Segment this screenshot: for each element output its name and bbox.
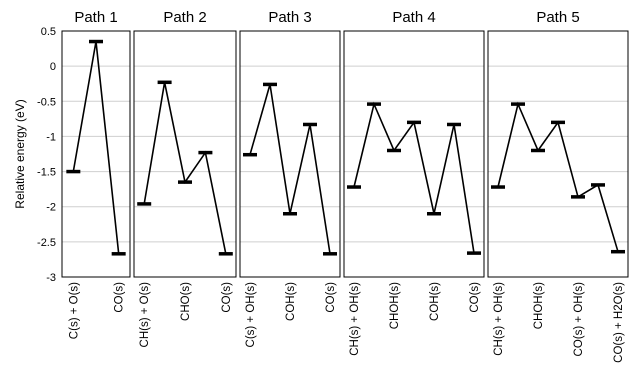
y-tick-label: 0.5	[41, 26, 56, 38]
x-category-label: CHO(s)	[180, 282, 192, 321]
x-category-label: C(s) + OH(s)	[245, 282, 257, 348]
y-tick-label: 0	[50, 61, 56, 73]
energy-path-line	[353, 101, 475, 254]
y-tick-label: -2.5	[37, 237, 56, 249]
energy-path-line	[249, 84, 331, 254]
x-category-label: CHOH(s)	[533, 282, 545, 329]
panel-path-2: Path 2 CH(s) + O(s) CHO(s) CO(s)	[133, 9, 237, 348]
x-category-label: CO(s)	[114, 282, 126, 313]
x-category-label: CO(s) + H2O(s)	[613, 282, 625, 363]
x-category-label: CO(s)	[221, 282, 233, 313]
panel-path-5: Path 5 CH(s) + OH(s) CHOH(s) CO(s) + OH(s) C…	[487, 9, 629, 363]
panel-path-3: Path 3 C(s) + OH(s) COH(s) CO(s)	[239, 9, 341, 348]
x-category-label: CO(s)	[469, 282, 481, 313]
energy-path-line	[143, 82, 227, 254]
x-category-label: CHOH(s)	[389, 282, 401, 329]
y-tick-label: -1	[46, 131, 56, 143]
x-category-label: CH(s) + O(s)	[139, 282, 151, 348]
y-axis-label: Relative energy (eV)	[13, 99, 27, 208]
x-category-label: CH(s) + OH(s)	[493, 282, 505, 356]
panel-frame	[61, 30, 131, 278]
y-tick-label: -1.5	[37, 167, 56, 179]
panel-path-1: Path 1 C(s) + O(s) CO(s)	[61, 9, 131, 339]
panel-title: Path 5	[536, 9, 579, 26]
panel-frame	[239, 30, 341, 278]
panel-frame	[487, 30, 629, 278]
panel-frame	[133, 30, 237, 278]
panel-title: Path 1	[74, 9, 117, 26]
panel-title: Path 3	[268, 9, 311, 26]
y-tick-label: -2	[46, 202, 56, 214]
panel-title: Path 4	[392, 9, 435, 26]
panel-title: Path 2	[163, 9, 206, 26]
x-category-label: C(s) + O(s)	[68, 282, 80, 339]
energy-path-line	[497, 101, 619, 252]
x-category-label: CH(s) + OH(s)	[349, 282, 361, 356]
x-category-label: COH(s)	[285, 282, 297, 321]
y-tick-label: -3	[46, 272, 56, 284]
x-category-label: CO(s)	[325, 282, 337, 313]
energy-path-line	[72, 41, 120, 254]
y-tick-label: -0.5	[37, 96, 56, 108]
x-category-label: COH(s)	[429, 282, 441, 321]
panel-frame	[343, 30, 485, 278]
panel-path-4: Path 4 CH(s) + OH(s) CHOH(s) COH(s) CO(s)	[343, 9, 485, 356]
x-category-label: CO(s) + OH(s)	[573, 282, 585, 357]
